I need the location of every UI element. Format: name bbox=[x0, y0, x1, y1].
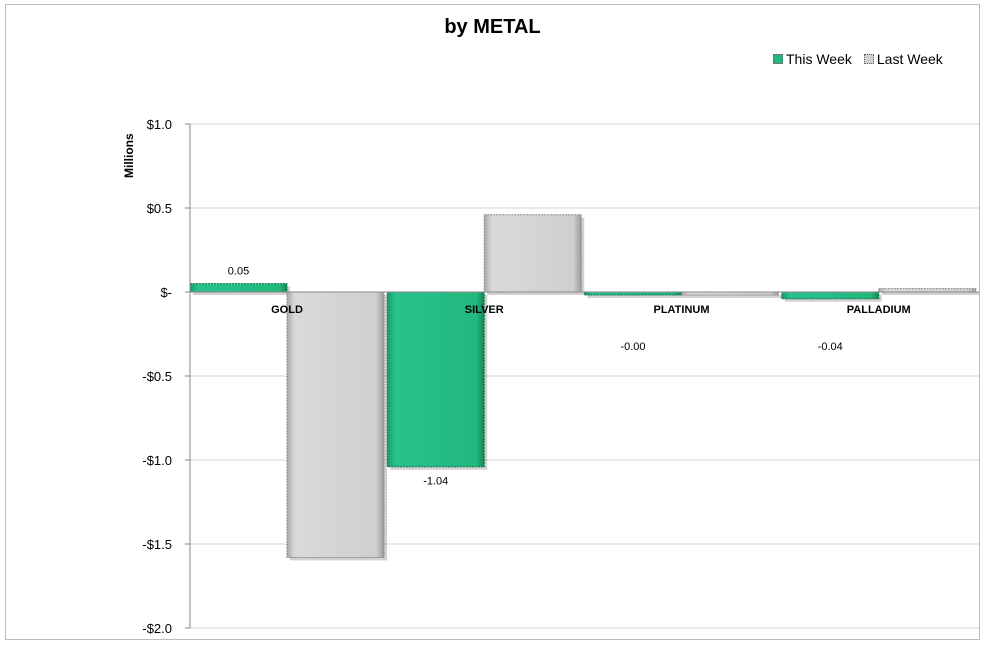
y-tick-label: -$1.5 bbox=[142, 537, 172, 552]
legend: This Week Last Week bbox=[773, 50, 955, 68]
bar-this-week-gold bbox=[189, 283, 288, 293]
y-tick-label: -$0.5 bbox=[142, 369, 172, 384]
x-category-label: GOLD bbox=[271, 304, 303, 316]
legend-label-last-week: Last Week bbox=[876, 51, 943, 67]
legend-label-this-week: This Week bbox=[786, 51, 852, 67]
legend-swatch-last-week bbox=[863, 54, 874, 64]
bar-last-week-silver bbox=[483, 214, 582, 293]
bar-this-week-silver bbox=[386, 291, 485, 468]
x-category-label: SILVER bbox=[465, 304, 504, 316]
bar-last-week-palladium bbox=[878, 288, 977, 293]
bar-last-week-gold bbox=[286, 291, 385, 558]
data-label: -0.04 bbox=[818, 341, 843, 353]
data-label: -0.00 bbox=[620, 341, 645, 353]
legend-item-last-week: Last Week bbox=[863, 51, 943, 67]
chart-title: by METAL bbox=[444, 16, 541, 38]
data-label: 0.05 bbox=[228, 266, 249, 278]
bar-this-week-palladium bbox=[781, 291, 880, 300]
x-category-label: PLATINUM bbox=[653, 304, 709, 316]
bar-shadow bbox=[684, 295, 782, 298]
y-tick-label: -$2.0 bbox=[142, 621, 172, 636]
x-category-label: PALLADIUM bbox=[847, 304, 911, 316]
y-tick-label: $0.5 bbox=[147, 201, 172, 216]
data-label: -1.04 bbox=[423, 476, 448, 488]
y-tick-label: -$1.0 bbox=[142, 453, 172, 468]
y-tick-label: $- bbox=[160, 285, 172, 300]
y-tick-label: $1.0 bbox=[147, 117, 172, 132]
chart-frame bbox=[5, 4, 980, 640]
legend-item-this-week: This Week bbox=[773, 51, 852, 67]
bar-shadow bbox=[587, 295, 685, 298]
bar-shadow bbox=[881, 291, 979, 295]
legend-swatch-this-week bbox=[773, 54, 783, 64]
